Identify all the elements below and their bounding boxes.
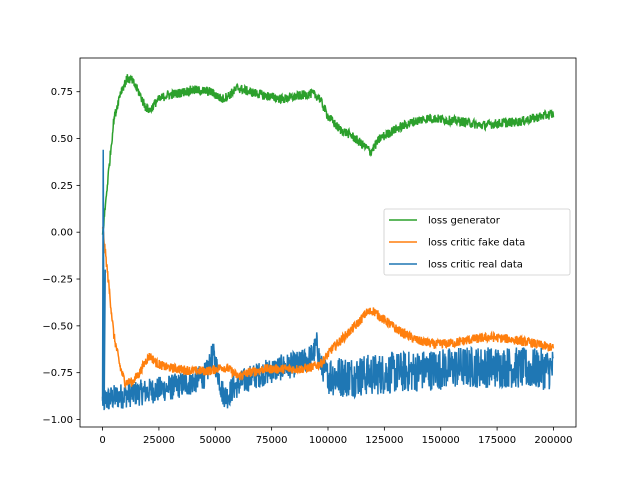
x-tick-label: 50000 <box>199 435 231 446</box>
y-tick-label: −0.50 <box>42 321 73 332</box>
x-tick-label: 200000 <box>534 435 572 446</box>
series-spike-loss-critic-real-data <box>101 149 107 411</box>
series-line-loss-critic-fake-data <box>101 226 555 390</box>
y-tick-label: −0.25 <box>42 275 73 286</box>
y-tick-label: −1.00 <box>42 415 73 426</box>
x-tick-label: 0 <box>99 435 105 446</box>
axes-layer: 0 25000 50000 75000 100000 125000 150000 175000… <box>42 57 577 446</box>
x-tick-label: 25000 <box>143 435 175 446</box>
y-tick-label: 0.25 <box>51 181 73 192</box>
series-layer <box>101 74 555 411</box>
series-line-loss-critic-real-data <box>101 332 554 410</box>
x-tick-label: 175000 <box>478 435 516 446</box>
y-tick-label: 0.75 <box>51 87 73 98</box>
x-tick-label: 75000 <box>256 435 288 446</box>
legend-label-loss-critic-fake-data: loss critic fake data <box>428 238 525 249</box>
legend-label-loss-generator: loss generator <box>428 216 501 227</box>
x-tick-label: 150000 <box>422 435 460 446</box>
y-tick-label: 0.50 <box>51 134 73 145</box>
series-line-loss-generator <box>101 74 555 235</box>
y-tick-label: 0.00 <box>51 228 73 239</box>
legend-frame <box>383 208 571 276</box>
legend: loss generator loss critic fake data loss … <box>383 208 571 276</box>
x-tick-label: 100000 <box>309 435 347 446</box>
x-tick-label: 125000 <box>365 435 403 446</box>
y-tick-label: −0.75 <box>42 368 73 379</box>
legend-label-loss-critic-real-data: loss critic real data <box>428 260 523 271</box>
